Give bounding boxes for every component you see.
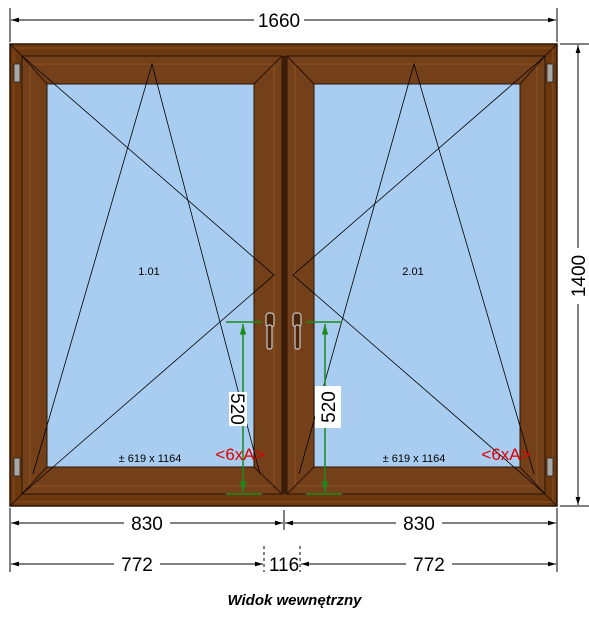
mullion-width-label: 116 [269, 555, 299, 576]
left-glass-size: ± 619 x 1164 [119, 453, 182, 465]
right-glass-size: ± 619 x 1164 [383, 453, 446, 465]
right-handle-icon [292, 312, 302, 350]
overall-width-label: 1660 [258, 11, 300, 32]
glass-width-dimension: 772 116 772 [11, 546, 556, 576]
left-glass-width-label: 772 [121, 555, 153, 576]
central-post [282, 56, 287, 494]
overall-width-dimension: 1660 [9, 8, 558, 42]
view-caption: Widok wewnętrzny [227, 592, 362, 609]
left-handle-height-label: 520 [226, 393, 247, 425]
right-glass-width-label: 772 [413, 555, 445, 576]
handle-icons [265, 312, 302, 350]
right-glass-pane [313, 83, 521, 468]
overall-height-dimension: 1400 [560, 43, 589, 507]
left-glass-pane [46, 83, 255, 468]
right-handle-height-label: 520 [319, 391, 340, 423]
right-glass-marker: <6xA> [481, 445, 530, 464]
hinge-icons [13, 63, 554, 477]
left-sash-id: 1.01 [138, 266, 159, 278]
right-sash-width-label: 830 [403, 514, 435, 535]
right-opening-lines [292, 55, 546, 495]
hinge-icon [546, 457, 554, 477]
left-sash-width-label: 830 [131, 514, 163, 535]
overall-height-label: 1400 [569, 255, 589, 297]
left-opening-lines [21, 55, 275, 495]
hinge-icon [13, 63, 21, 83]
sash-width-dimension: 830 830 [9, 508, 558, 572]
left-handle-icon [265, 312, 275, 350]
right-sash-id: 2.01 [402, 266, 423, 278]
hinge-icon [546, 63, 554, 83]
hinge-icon [13, 457, 21, 477]
left-glass-marker: <6xA> [215, 445, 264, 464]
